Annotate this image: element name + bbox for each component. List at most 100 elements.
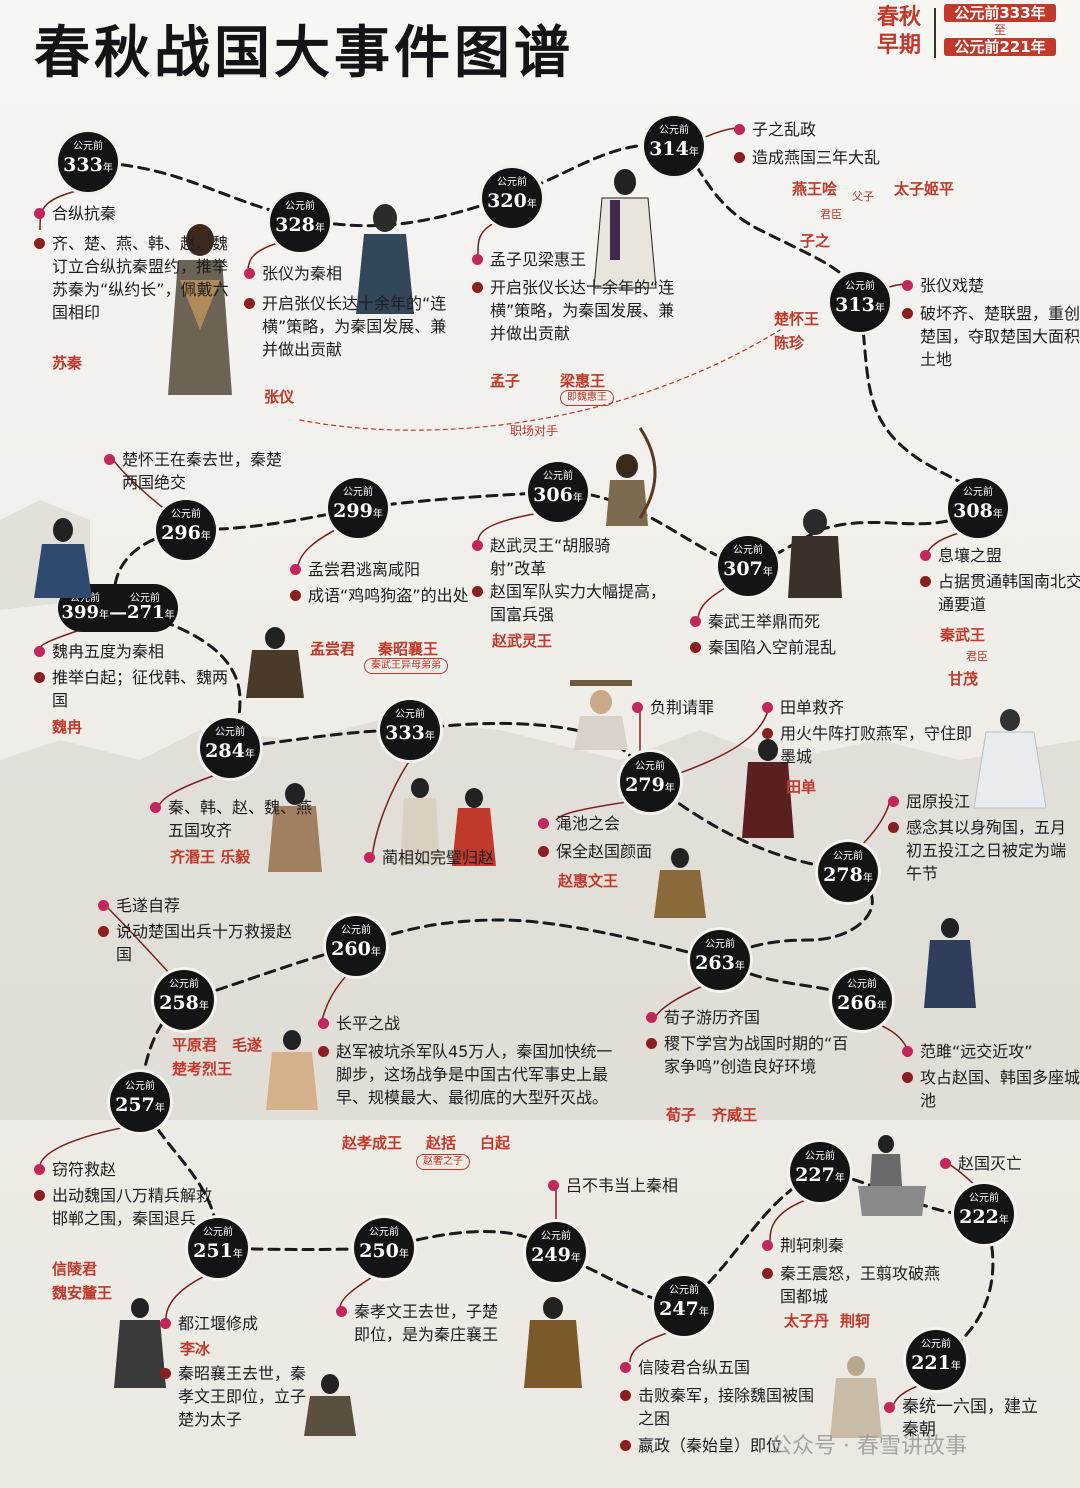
rival-label: 职场对手 xyxy=(510,424,559,438)
event-299-desc: 成语“鸡鸣狗盗”的出处 xyxy=(290,584,484,607)
year-badge-258: 公元前 258年 xyxy=(154,970,214,1030)
badge-unit: 年 xyxy=(834,1173,845,1184)
badge-prefix: 公元前 xyxy=(669,1285,699,1296)
badge-year: 249 xyxy=(531,1244,571,1266)
event-263-person-qiweiwang: 齐威王 xyxy=(712,1106,758,1124)
badge-prefix: 公元前 xyxy=(171,509,201,520)
event-313-person-chenzhen: 陈珍 xyxy=(774,334,805,352)
kneeling-figure-icon xyxy=(570,680,632,750)
event-333-title: 合纵抗秦 xyxy=(34,202,232,225)
year-badge-257: 公元前 257年 xyxy=(110,1072,170,1132)
badge-prefix: 公元前 xyxy=(733,545,763,556)
badge-unit: 年 xyxy=(698,1307,709,1318)
badge-unit: 年 xyxy=(370,947,381,958)
event-257-desc: 出动魏国八万精兵解救邯郸之围，秦国退兵 xyxy=(34,1184,212,1230)
badge-year: 250 xyxy=(359,1240,399,1262)
event-284-persons: 齐湣王 乐毅 xyxy=(170,848,251,866)
event-227-person-jingke: 荆轲 xyxy=(840,1312,871,1330)
event-284-title: 秦、韩、赵、魏、燕五国攻齐 xyxy=(150,796,324,842)
badge-prefix: 公元前 xyxy=(285,201,315,212)
badge-unit: 年 xyxy=(232,1249,243,1260)
event-260-note: 赵奢之子 xyxy=(416,1154,470,1170)
event-279-mianchi-desc: 保全赵国颜面 xyxy=(538,840,696,863)
event-333b-title: 蔺相如完璧归赵 xyxy=(364,846,582,869)
badge-year: 308 xyxy=(953,500,993,522)
event-260-person-baiqi: 白起 xyxy=(480,1134,511,1152)
badge-prefix: 公元前 xyxy=(845,281,875,292)
badge-year: 284 xyxy=(205,740,245,762)
event-399-desc: 推举白起；征伐韩、魏两国 xyxy=(34,666,228,712)
event-299-person-mengchangjun: 孟尝君 xyxy=(310,640,356,658)
event-258-person-chukaolie: 楚考烈王 xyxy=(172,1060,233,1078)
event-260-title: 长平之战 xyxy=(318,1012,466,1035)
year-badge-251: 公元前 251年 xyxy=(188,1218,248,1278)
badge-year: 222 xyxy=(959,1206,999,1228)
event-266-desc: 攻占赵国、韩国多座城池 xyxy=(902,1066,1080,1112)
badge-prefix: 公元前 xyxy=(833,851,863,862)
event-222-title: 赵国灭亡 xyxy=(940,1152,1078,1175)
year-badge-279: 公元前 279年 xyxy=(620,752,680,812)
event-266-title: 范雎“远交近攻” xyxy=(902,1040,1080,1063)
event-258-desc: 说动楚国出兵十万救援赵国 xyxy=(98,920,292,966)
event-328-person: 张仪 xyxy=(264,388,295,406)
badge-prefix: 公元前 xyxy=(543,471,573,482)
lord-figure-icon xyxy=(246,627,304,698)
archer-figure-icon xyxy=(606,427,657,526)
badge-unit: 年 xyxy=(244,749,255,760)
event-320-desc: 开启张仪长达十余年的“连横”策略，为秦国发展、兼并做出贡献 xyxy=(472,276,676,345)
event-314-relation-minister: 君臣 xyxy=(820,208,842,221)
event-314-title: 子之乱政 xyxy=(734,118,912,141)
event-258-title: 毛遂自荐 xyxy=(98,894,266,917)
event-251-desc: 秦昭襄王去世，秦孝文王即位，立子楚为太子 xyxy=(160,1362,318,1431)
badge-year: 227 xyxy=(795,1164,835,1186)
event-320-title: 孟子见梁惠王 xyxy=(472,248,650,271)
fanju-figure-icon xyxy=(924,918,976,1008)
badge-unit: 年 xyxy=(950,1361,961,1372)
badge-year: 306 xyxy=(533,484,573,506)
event-258-person-pingyuanjun: 平原君 xyxy=(172,1036,218,1054)
year-badge-249: 公元前 249年 xyxy=(526,1222,586,1282)
badge-year: 266 xyxy=(837,992,877,1014)
event-314-person-zizhi: 子之 xyxy=(800,232,831,250)
event-279-mianchi-title: 渑池之会 xyxy=(538,812,686,835)
event-314-desc: 造成燕国三年大乱 xyxy=(734,146,952,169)
event-279-fujing: 负荆请罪 xyxy=(632,696,760,719)
noble-figure-icon xyxy=(34,518,92,598)
event-247-desc: 击败秦军，接除魏国被围之困 xyxy=(620,1384,818,1430)
event-258-person-maosui: 毛遂 xyxy=(232,1036,263,1054)
year-badge-250: 公元前 250年 xyxy=(354,1218,414,1278)
event-313-desc: 破坏齐、楚联盟，重创楚国，夺取楚国大面积土地 xyxy=(902,302,1080,371)
jingke-figure-icon xyxy=(830,1356,882,1438)
event-263-person-xunzi: 荀子 xyxy=(666,1106,697,1124)
badge-prefix: 公元前 xyxy=(497,177,527,188)
zhao-king-figure-icon xyxy=(654,848,706,918)
year-badge-266: 公元前 266年 xyxy=(832,970,892,1030)
badge-prefix: 公元前 xyxy=(805,1151,835,1162)
event-227-title: 荆轲刺秦 xyxy=(762,1234,910,1257)
official-figure-icon xyxy=(356,204,414,314)
event-307-title: 秦武王举鼎而死 xyxy=(690,610,888,633)
event-299-note: 秦武王异母弟弟 xyxy=(364,658,448,674)
badge-prefix: 公元前 xyxy=(969,1193,999,1204)
event-306-title: 赵武灵王“胡服骑射”改革 xyxy=(472,534,650,580)
event-249-title: 吕不韦当上秦相 xyxy=(548,1174,726,1197)
badge-year: 278 xyxy=(823,864,863,886)
year-badge-296: 公元前 296年 xyxy=(156,500,216,560)
badge-unit: 年 xyxy=(198,1001,209,1012)
year-badge-314: 公元前 314年 xyxy=(644,116,704,176)
badge-unit: 年 xyxy=(734,961,745,972)
badge-unit: 年 xyxy=(688,147,699,158)
badge-unit: 年 xyxy=(862,873,873,884)
badge-prefix: 公元前 xyxy=(963,487,993,498)
badge-unit: 年 xyxy=(664,783,675,794)
event-314-person-yanwang: 燕王哙 xyxy=(792,180,838,198)
event-263-title: 荀子游历齐国 xyxy=(646,1006,824,1029)
badge-prefix: 公元前 xyxy=(635,761,665,772)
badge-year: 258 xyxy=(159,992,199,1014)
event-260-desc: 赵军被坑杀军队45万人，秦国加快统一脚步，这场战争是中国古代军事史上最早、规模最… xyxy=(318,1040,626,1109)
event-333-desc: 齐、楚、燕、韩、赵、魏订立合纵抗秦盟约，推举苏秦为“纵约长”，佩戴六国相印 xyxy=(34,232,238,324)
badge-unit: 年 xyxy=(154,1103,165,1114)
event-227-person-taizidan: 太子丹 xyxy=(784,1312,830,1330)
badge-prefix: 公元前 xyxy=(125,1081,155,1092)
